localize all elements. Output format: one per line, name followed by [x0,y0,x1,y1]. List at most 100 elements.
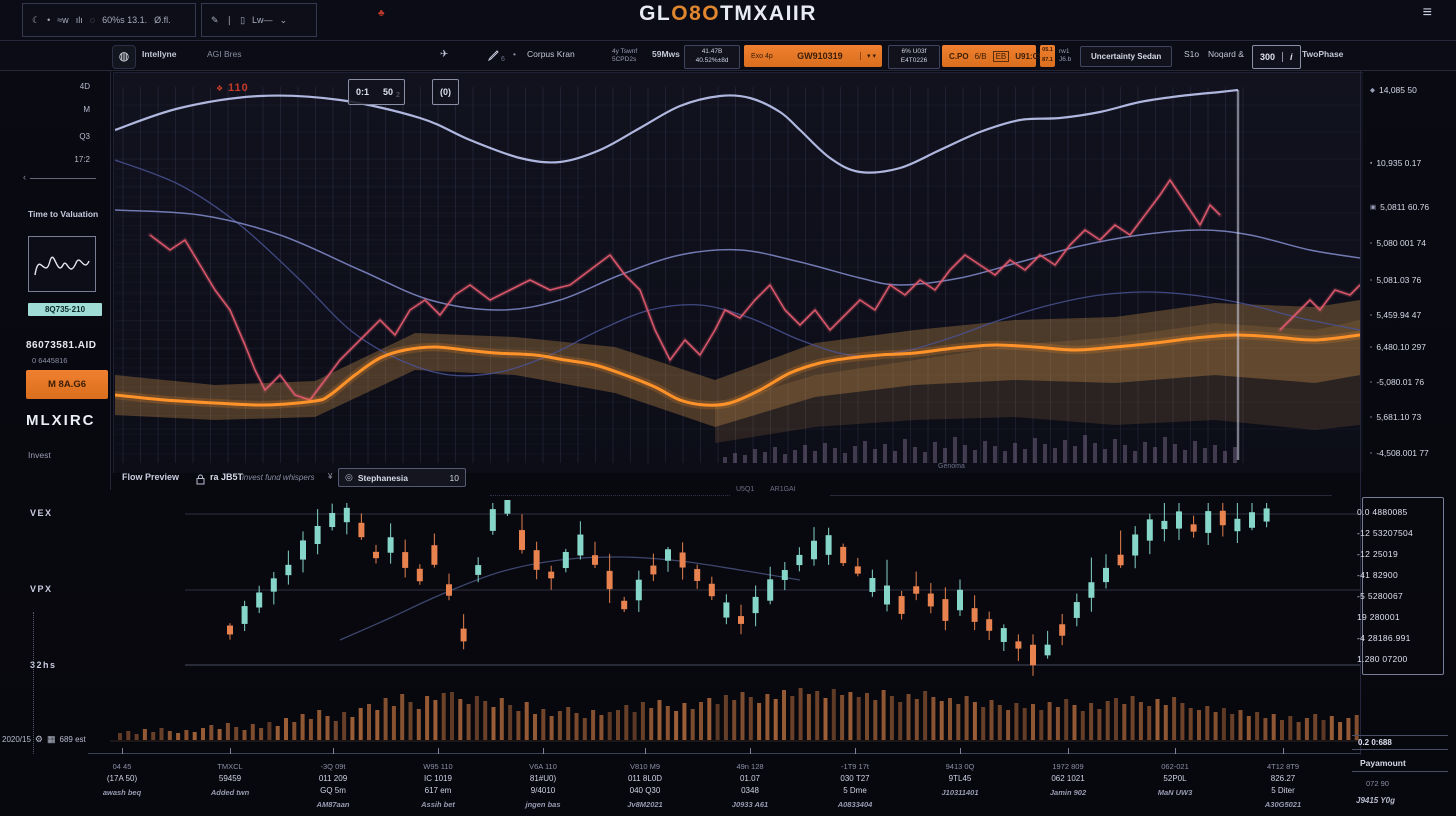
ladder-row[interactable]: 0.0 4880085 [1357,507,1408,517]
timeframe-item[interactable]: M [83,105,90,114]
x-axis-row: 81#U0) [529,774,557,783]
candle [519,530,525,550]
header-glyph-icon[interactable]: ◌ [89,15,96,25]
candle [811,540,817,560]
zoom-value[interactable]: 300 [1260,52,1276,62]
header-glyph-icon[interactable]: ✎ [211,14,219,25]
stats-value-2: 40.52%±8d [695,57,729,64]
header-glyph-icon[interactable]: ❘ [225,14,234,25]
range-cell-1[interactable]: 0:1 [356,87,370,97]
timeframe-item[interactable]: Q3 [79,132,90,141]
order-type-eb[interactable]: EB [992,50,1010,62]
header-glyph-icon[interactable]: ılı [75,15,83,25]
s10-label[interactable]: S1o [1184,49,1200,59]
ladder-row[interactable]: -12 53207504 [1357,528,1414,538]
lower-chart-canvas[interactable] [90,500,1360,755]
uncertainty-scan-button[interactable]: Uncertainty Sedan [1080,46,1173,67]
candle [270,578,277,592]
indicator-dropdown[interactable]: ◎ Stephanesia 10 [338,468,466,487]
x-axis-row: Assih bet [421,800,455,809]
zoom-level-control[interactable]: 300 i [1252,45,1301,69]
price-axis: ◆ 14,085 50 ▪ 10,935 0.17 ▣ 5,0811 60.76 ▫ 5,08… [1366,0,1456,500]
candle [650,565,657,575]
x-axis-column: 49n 128 01.07 0348 J0933 A61 [700,762,800,809]
header-glyph-icon[interactable]: 60%s 13.1. [102,15,148,25]
mini-quote-badge[interactable]: 05.1 87.1 [1040,45,1055,67]
main-chart-canvas[interactable] [115,75,1360,470]
separator-dot: • [513,49,516,59]
candle [373,551,379,559]
ladder-row[interactable]: -5 5280067 [1357,591,1404,601]
flow-preview-label[interactable]: Flow Preview [122,472,180,482]
twophase-label[interactable]: TwoPhase [1302,49,1344,59]
selected-range-badge[interactable]: 8Q735·210 [28,303,102,316]
payamount-label[interactable]: Payamount [1352,755,1448,772]
workspace-logo-icon[interactable]: ◍ [112,45,136,69]
header-glyph-icon[interactable]: ≈w [57,15,69,25]
mini-quote-labels: rw1 J6.b [1059,48,1071,63]
timeframe-item[interactable]: 17:2 [74,155,90,164]
x-axis-tick [960,748,961,754]
footer-session-label: J9415 Y0g [1356,796,1395,805]
section-title: Time to Valuation [28,209,99,219]
app-name-label[interactable]: Intellyne [142,49,177,59]
x-axis-column: TMXCL 59459 Added twn [180,762,280,797]
x-axis-row: 826.27 [1270,774,1296,783]
order-type-cluster[interactable]: C.PO 6/B EB U91:C9 [942,45,1043,67]
stats-box[interactable]: 41.47B 40.52%±8d [684,45,740,69]
ladder-row[interactable]: -4 28186.991 [1357,633,1411,643]
x-axis-row: Jamin 902 [1049,788,1087,797]
price-marker-icon: ▫ [1370,343,1373,351]
order-type-u91[interactable]: U91:C9 [1015,51,1043,61]
invest-link[interactable]: Invest [28,450,51,460]
candle [431,545,438,565]
header-glyph-icon[interactable]: ▯ [240,14,246,25]
menu-hamburger-icon[interactable]: ≡ [1422,4,1432,21]
header-glyph-icon[interactable]: ⌄ [279,14,288,25]
ladder-row[interactable]: 1.280 07200 [1357,654,1408,664]
price-value: 6,480.10 297 [1376,342,1426,352]
range-reset[interactable]: (0) [432,79,459,105]
range-selector[interactable]: 0:1 50 2 [348,79,405,105]
order-type-6b[interactable]: 6/B [974,51,987,61]
mode-label[interactable]: AGI Bres [207,49,242,59]
x-axis-baseline [88,753,1360,754]
header-glyph-icon[interactable]: ☾ [32,14,41,25]
x-axis-row: J0933 A61 [731,800,769,809]
header-glyph-icon[interactable]: • [47,15,51,25]
candle [1117,554,1124,566]
alert-clover-icon[interactable]: ♣ [378,8,385,19]
sage-cta-button[interactable]: M 8A.G6 [26,370,108,399]
ladder-row[interactable]: -41 82900 [1357,570,1398,580]
x-axis-row: J10311401 [941,788,979,797]
range-cell-3[interactable]: (0) [440,87,451,97]
grid-view-icon[interactable]: ▦ [47,734,56,744]
noqard-label[interactable]: Noqard & [1208,49,1244,59]
candle [869,578,876,592]
header-glyph-icon[interactable]: Ø.fl. [154,15,171,25]
exposure-line1: 6% U03f [901,48,927,55]
ladder-row[interactable]: 19 280001 [1357,612,1400,622]
x-axis-column: 4T12 8T9 826.27 5 Diter A30G5021 [1233,762,1333,809]
back-arrow-icon[interactable]: ‹ [23,172,26,182]
info-toggle[interactable]: i [1282,52,1300,62]
send-icon[interactable]: ✈ [440,49,449,60]
x-axis-column: 1972 809 062 1021 Jamin 902 [1018,762,1118,797]
candle [416,568,423,582]
price-axis-label: ▫ 6,480.10 297 [1370,342,1426,352]
ladder-row[interactable]: -12 25019 [1357,549,1398,559]
draw-pen-icon[interactable] [487,49,500,64]
exposure-box[interactable]: 6% U03f E4T0226 [888,45,940,69]
divider-line [830,495,1332,496]
x-axis-tick [438,748,439,754]
order-type-cpo[interactable]: C.PO [949,51,969,61]
range-cell-2[interactable]: 50 [383,87,394,97]
header-glyph-icon[interactable]: Lw— [252,15,273,25]
timeframe-item[interactable]: 4D [79,82,90,91]
primary-order-button[interactable]: Exo 4p GW910319 ▾ ▾ [744,45,882,67]
candle [241,606,248,624]
ticker-symbol[interactable]: 86073581.AID [26,340,97,351]
x-axis-tick [645,748,646,754]
dataset-label[interactable]: Corpus Kran [527,49,575,59]
gear-icon[interactable]: ⚙ [34,734,43,744]
